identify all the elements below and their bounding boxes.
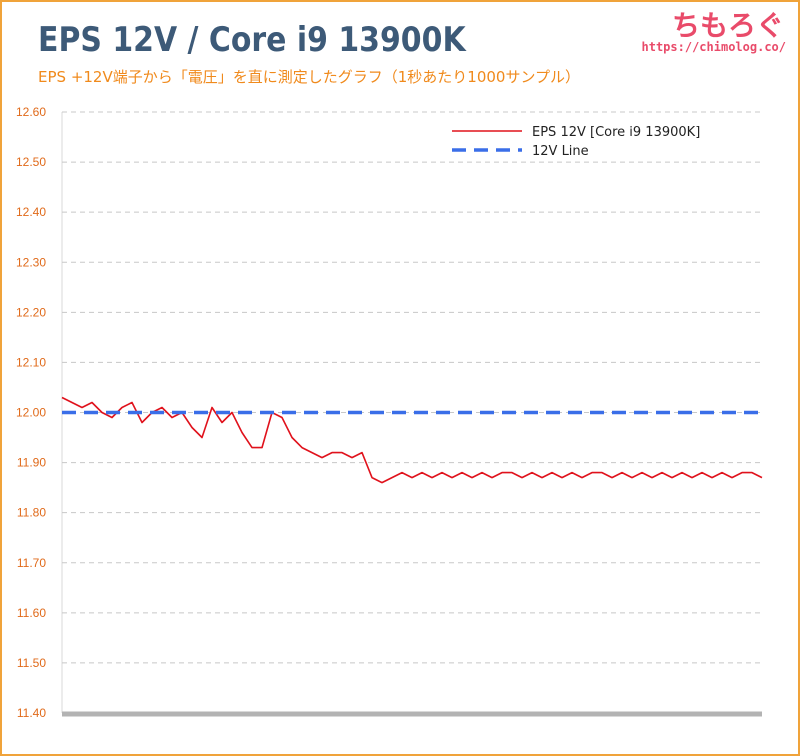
legend-label: EPS 12V [Core i9 13900K] [532, 125, 700, 140]
y-tick-label: 12.20 [16, 305, 46, 319]
y-tick-label: 12.40 [16, 205, 46, 219]
y-tick-label: 11.70 [17, 556, 46, 570]
legend: EPS 12V [Core i9 13900K] 12V Line [452, 125, 700, 159]
y-tick-label: 12.00 [16, 406, 46, 420]
y-tick-label: 11.80 [17, 506, 46, 520]
chart-title: EPS 12V / Core i9 13900K [38, 20, 466, 60]
y-tick-label: 11.90 [17, 456, 46, 470]
y-tick-label: 12.60 [16, 105, 46, 119]
y-axis-ticks: 12.60 12.50 12.40 12.30 12.20 12.10 12.00 11.90… [16, 105, 46, 720]
site-url: https://chimolog.co/ [641, 40, 787, 54]
y-tick-label: 12.10 [16, 355, 46, 369]
legend-label: 12V Line [532, 144, 589, 159]
y-tick-label: 12.30 [16, 255, 46, 269]
y-tick-label: 12.50 [16, 155, 46, 169]
y-tick-label: 11.60 [17, 606, 46, 620]
chart-subtitle: EPS +12V端子から「電圧」を直に測定したグラフ（1秒あたり1000サンプル… [38, 68, 580, 86]
y-tick-label: 11.40 [17, 706, 46, 720]
series-lines [61, 396, 763, 484]
site-logo: ちもろぐ [671, 9, 784, 42]
y-tick-label: 11.50 [17, 656, 46, 670]
series-line [61, 396, 763, 484]
